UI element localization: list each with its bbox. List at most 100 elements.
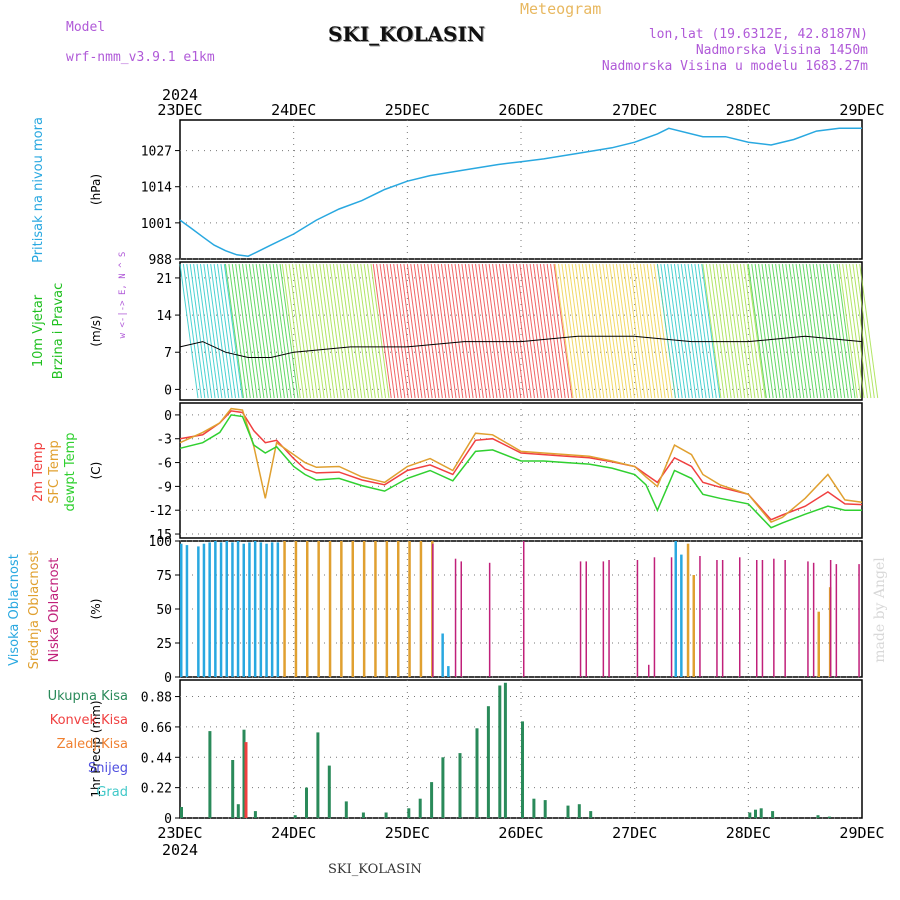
wind-barb (495, 263, 515, 399)
wind-barb (515, 263, 535, 399)
precip-total-bar (384, 812, 388, 818)
mid-cloud-bar (317, 541, 320, 677)
x-tick-label-bottom: 25DEC (385, 824, 430, 842)
cloud-axis-title: Niska Oblacnost (47, 558, 62, 663)
wind-barb (550, 263, 570, 399)
y-tick-label: -12 (149, 504, 172, 519)
precip-legend-entry: Zaledj.Kisa (57, 737, 128, 752)
low-cloud-bar (756, 560, 758, 677)
wind-barb (615, 263, 635, 399)
wind-barb (680, 263, 700, 399)
precip-total-bar (180, 807, 183, 818)
wind-barb (836, 263, 856, 399)
high-cloud-bar (253, 541, 257, 677)
mid-cloud-bar (328, 541, 332, 677)
wind-barb (367, 263, 387, 399)
mid-cloud-bar (397, 541, 400, 677)
high-cloud-bar (185, 545, 189, 677)
high-cloud-bar (225, 541, 228, 677)
wind-barb (716, 263, 736, 399)
wind-barb (437, 263, 457, 399)
wind-barb (602, 263, 622, 399)
wind-barb (396, 263, 416, 399)
y-tick-label: 0.44 (141, 751, 172, 766)
unit-label: (%) (89, 599, 103, 620)
wind-barb (292, 263, 312, 399)
wind-barb (592, 263, 612, 399)
wind-barb (612, 263, 632, 399)
wind-barb (663, 263, 683, 399)
wind-barb (372, 263, 392, 399)
wind-barb (646, 263, 666, 399)
wind-barb (546, 263, 566, 399)
wind-barb (585, 263, 605, 399)
wind-barb (522, 263, 542, 399)
wind-barb (485, 263, 505, 399)
altitude-label: Nadmorska Visina 1450m (695, 43, 868, 58)
wind-barb (709, 263, 729, 399)
wind-barb (536, 263, 556, 399)
low-cloud-bar (454, 558, 457, 677)
high-cloud-bar (202, 543, 206, 677)
precip-total-bar (816, 815, 820, 818)
wind-barb (829, 263, 849, 399)
wind-barb (488, 263, 508, 399)
wind-barb (242, 263, 262, 399)
wind-barb (193, 263, 213, 399)
wind-barb (403, 263, 423, 399)
wind-barb (228, 263, 248, 399)
wind-barb (196, 263, 216, 399)
temp-axis-title: SFC Temp (47, 440, 62, 504)
x-tick-label-top: 27DEC (612, 101, 657, 119)
wind-barb (276, 263, 296, 399)
high-cloud-bar (180, 543, 183, 677)
wind-barb (845, 263, 865, 399)
low-cloud-bar (523, 541, 525, 677)
wind-barb (353, 263, 373, 399)
y-tick-label: 14 (156, 309, 172, 324)
low-cloud-bar (784, 560, 786, 677)
wind-barb (598, 263, 618, 399)
y-tick-label: -15 (149, 528, 172, 543)
low-cloud-bar (432, 543, 434, 677)
wind-barb (360, 263, 380, 399)
precip-total-bar (430, 782, 434, 818)
wind-barb (512, 263, 532, 399)
precip-total-bar (827, 816, 831, 818)
low-cloud-bar (648, 664, 650, 677)
high-cloud-bar (680, 554, 683, 677)
wind-barb (660, 263, 680, 399)
wind-barb (417, 263, 437, 399)
wind-barb (481, 263, 501, 399)
wind-barb (210, 263, 230, 399)
precip-total-bar (498, 685, 502, 818)
wind-barb (571, 263, 591, 399)
wind-barb (684, 263, 704, 399)
wind-barb (826, 263, 846, 399)
year-label-bottom: 2024 (162, 841, 198, 859)
wind-barb (434, 263, 454, 399)
wind-barb (203, 263, 223, 399)
wind-barb (471, 263, 491, 399)
mid-cloud-bar (283, 541, 286, 677)
precip-total-bar (441, 757, 445, 818)
wind-barb (743, 263, 763, 399)
low-cloud-bar (716, 560, 718, 677)
y-tick-label: 0.22 (141, 782, 172, 797)
precip-total-bar (236, 804, 240, 818)
wind-barb (543, 263, 563, 399)
precip-total-bar (418, 798, 422, 818)
wind-barb (309, 263, 329, 399)
wind-direction-legend: w <-|-> E, N ^ S (118, 252, 128, 339)
high-cloud-bar (197, 546, 200, 677)
model-label: Model (66, 20, 106, 35)
wind-barb (285, 263, 305, 399)
precip-total-bar (208, 731, 212, 818)
year-label-top: 2024 (162, 86, 198, 104)
y-tick-label: 50 (156, 603, 172, 618)
wind-barb (505, 263, 525, 399)
wind-barb (322, 263, 342, 399)
wind-barb (781, 263, 801, 399)
wind-barb (643, 263, 663, 399)
